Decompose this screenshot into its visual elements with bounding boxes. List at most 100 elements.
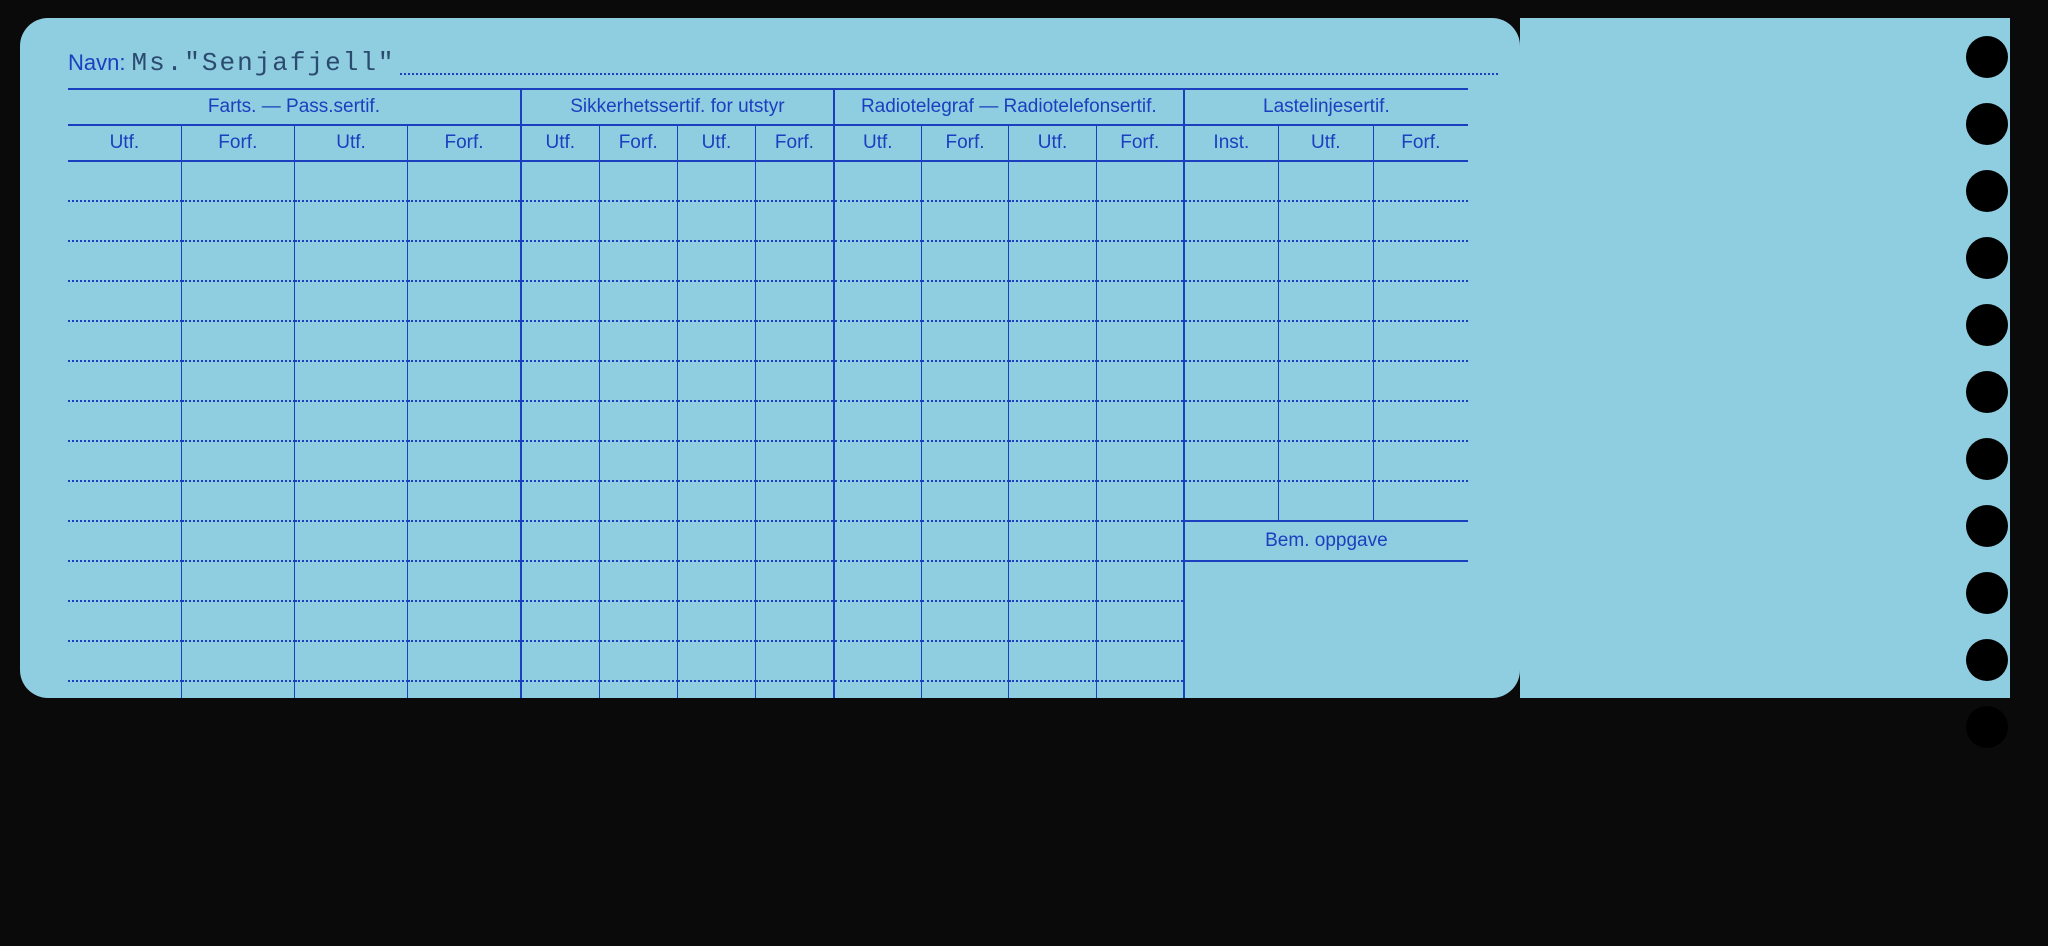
table-cell: [294, 481, 407, 521]
table-cell: [1009, 521, 1096, 561]
navn-row: Navn: Ms."Senjafjell": [68, 48, 1498, 78]
table-cell: [756, 361, 834, 401]
table-cell: [294, 281, 407, 321]
table-cell: [599, 641, 677, 681]
table-cell: [68, 281, 181, 321]
table-cell: [1184, 321, 1279, 361]
table-cell: [1184, 281, 1279, 321]
column-header: Forf.: [921, 125, 1008, 161]
table-cell: [1096, 641, 1184, 681]
table-cell: [521, 481, 599, 521]
table-cell: [68, 561, 181, 601]
table-cell: [294, 361, 407, 401]
table-cell: [408, 641, 521, 681]
table-cell: [921, 441, 1008, 481]
table-cell: [181, 641, 294, 681]
table-cell: [68, 521, 181, 561]
table-cell: [68, 361, 181, 401]
table-cell: [834, 641, 921, 681]
bem-oppgave-header: Bem. oppgave: [1184, 521, 1468, 561]
table-cell: [181, 201, 294, 241]
table-cell: [1373, 281, 1468, 321]
table-cell: [1373, 321, 1468, 361]
table-cell: [68, 601, 181, 641]
certificate-table: Farts. — Pass.sertif.Sikkerhetssertif. f…: [68, 88, 1468, 698]
table-cell: [921, 361, 1008, 401]
table-cell: [921, 641, 1008, 681]
table-cell: [756, 241, 834, 281]
table-cell: [1009, 321, 1096, 361]
table-cell: [1278, 441, 1373, 481]
table-cell: [1009, 641, 1096, 681]
table-row: [68, 241, 1468, 281]
punch-hole: [1966, 371, 2008, 413]
punch-hole: [1966, 639, 2008, 681]
table-cell: [834, 161, 921, 201]
punch-hole: [1966, 36, 2008, 78]
table-cell: [1373, 161, 1468, 201]
table-cell: [68, 641, 181, 681]
table-cell: [521, 241, 599, 281]
punch-hole: [1966, 103, 2008, 145]
table-cell: [408, 161, 521, 201]
table-cell: [408, 601, 521, 641]
table-cell: [1009, 561, 1096, 601]
table-cell: [677, 521, 755, 561]
table-cell: [1096, 521, 1184, 561]
table-cell: [599, 481, 677, 521]
table-cell: [408, 241, 521, 281]
table-cell: [921, 681, 1008, 698]
table-cell: [1009, 441, 1096, 481]
sub-header-row: Utf.Forf.Utf.Forf.Utf.Forf.Utf.Forf.Utf.…: [68, 125, 1468, 161]
table-cell: [921, 561, 1008, 601]
table-cell: [181, 321, 294, 361]
table-cell: [521, 601, 599, 641]
table-cell: [1278, 321, 1373, 361]
column-header: Forf.: [1373, 125, 1468, 161]
table-cell: [181, 401, 294, 441]
table-cell: [68, 681, 181, 698]
column-header: Utf.: [1278, 125, 1373, 161]
navn-value: Ms."Senjafjell": [131, 48, 395, 78]
table-cell: [181, 561, 294, 601]
table-cell: [1096, 561, 1184, 601]
table-cell: [521, 201, 599, 241]
table-row: [68, 321, 1468, 361]
table-cell: [834, 681, 921, 698]
table-cell: [68, 481, 181, 521]
table-row: Bem. oppgave: [68, 521, 1468, 561]
table-cell: [677, 401, 755, 441]
table-cell: [294, 321, 407, 361]
table-cell: [68, 321, 181, 361]
table-cell: [834, 481, 921, 521]
table-cell: [521, 401, 599, 441]
table-cell: [677, 481, 755, 521]
table-cell: [599, 161, 677, 201]
table-cell: [599, 401, 677, 441]
table-cell: [921, 281, 1008, 321]
table-cell: [1278, 201, 1373, 241]
table-cell: [677, 241, 755, 281]
table-cell: [408, 481, 521, 521]
table-cell: [408, 281, 521, 321]
column-header: Utf.: [834, 125, 921, 161]
table-cell: [599, 241, 677, 281]
table-cell: [294, 401, 407, 441]
table-cell: [756, 681, 834, 698]
table-cell: [834, 401, 921, 441]
table-cell: [1278, 161, 1373, 201]
table-cell: [181, 601, 294, 641]
table-cell: [756, 641, 834, 681]
table-cell: [677, 561, 755, 601]
table-cell: [1278, 241, 1373, 281]
table-cell: [181, 681, 294, 698]
table-cell: [677, 601, 755, 641]
table-cell: [181, 481, 294, 521]
table-row: [68, 441, 1468, 481]
table-cell: [1184, 201, 1279, 241]
table-cell: [294, 241, 407, 281]
table-cell: [521, 321, 599, 361]
table-cell: [521, 161, 599, 201]
table-cell: [68, 441, 181, 481]
punch-hole: [1966, 572, 2008, 614]
